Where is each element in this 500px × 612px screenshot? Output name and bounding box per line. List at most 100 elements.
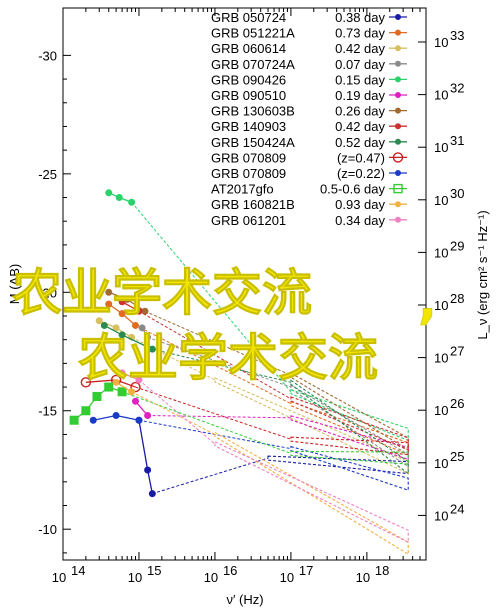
series-extrapolation <box>121 391 292 454</box>
x-tick-label-exp: 14 <box>71 563 85 578</box>
legend-marker <box>395 216 401 223</box>
series-xray-bowtie <box>290 445 409 491</box>
plot-frame <box>62 7 427 561</box>
legend-entry-name: GRB 090426 <box>211 72 286 87</box>
series-xray-bowtie <box>290 415 409 461</box>
y-right-tick-label-exp: 30 <box>450 186 464 201</box>
series-xray-bowtie <box>214 441 409 544</box>
x-tick-label: 10 <box>356 570 370 585</box>
x-tick-label-exp: 17 <box>299 563 313 578</box>
y-right-tick-label-exp: 25 <box>450 449 464 464</box>
y-right-tick-label-exp: 33 <box>450 28 464 43</box>
legend-marker <box>395 107 401 114</box>
legend-marker <box>395 92 401 98</box>
series-point <box>118 298 126 306</box>
series-point <box>95 317 103 325</box>
legend-marker <box>395 29 401 36</box>
y-right-tick-label: 10 <box>434 140 448 155</box>
series-point <box>130 381 141 393</box>
legend-entry-label: 0.38 day <box>335 10 385 25</box>
x-tick-label: 10 <box>128 570 142 585</box>
legend-entry-label: 0.5-0.6 day <box>320 182 386 197</box>
x-tick-label: 10 <box>280 570 294 585</box>
legend-entry-name: GRB 070809 <box>211 150 286 165</box>
y-tick-label: -25 <box>38 167 57 182</box>
y-axis-title-right: L_ν (erg cm² s⁻¹ Hz⁻¹) <box>475 210 490 339</box>
legend-entry-name: GRB 061201 <box>211 213 286 228</box>
legend-entry-label: 0.73 day <box>335 26 385 41</box>
legend-entry-label: 0.42 day <box>335 119 385 134</box>
series-point <box>131 397 139 405</box>
legend: GRB 050724 0.38 day GRB 051221A 0.73 day GRB… <box>211 10 407 228</box>
series-point <box>115 194 123 202</box>
series-point <box>69 415 79 425</box>
legend-marker <box>395 14 401 20</box>
overlay-text-line1: 农业学术交流 <box>12 264 312 322</box>
series-extrapolation <box>131 391 216 435</box>
series-extrapolation <box>138 379 216 445</box>
x-axis-title: ν′ (Hz) <box>226 592 263 607</box>
y-right-tick-label: 10 <box>434 403 448 418</box>
legend-entry-label: 0.07 day <box>335 57 385 72</box>
x-tick-label: 10 <box>204 570 218 585</box>
legend-marker <box>392 152 404 163</box>
y-right-tick-label-exp: 32 <box>450 81 464 96</box>
series-point <box>112 324 120 332</box>
series-line <box>138 420 153 494</box>
y-right-tick-label-exp: 27 <box>450 344 464 359</box>
legend-entry-name: GRB 051221A <box>211 26 295 41</box>
watermark-overlay: 农业学术交流 , 农业学术交流 <box>12 264 438 388</box>
series-point <box>144 466 152 474</box>
y-right-tick-label-exp: 31 <box>450 133 464 148</box>
x-tick-label-exp: 15 <box>147 563 161 578</box>
series-point <box>100 321 108 329</box>
series-extrapolation <box>135 325 292 405</box>
legend-marker <box>395 201 401 208</box>
series-point <box>105 300 113 308</box>
legend-entry-name: GRB 090510 <box>211 88 286 103</box>
series-xray-bowtie <box>290 384 409 468</box>
y-axis-title-left: M (AB) <box>7 264 22 304</box>
series-point <box>118 310 126 318</box>
legend-entry-name: GRB 150424A <box>211 135 295 150</box>
series-extrapolation <box>147 414 291 419</box>
series-point <box>112 378 120 386</box>
series-extrapolation <box>144 310 292 376</box>
series-extrapolation <box>135 386 292 440</box>
legend-entry-name: GRB 160821B <box>211 197 295 212</box>
series-point <box>105 288 113 296</box>
legend-entry-name: GRB 050724 <box>211 10 286 25</box>
series-xray-bowtie <box>267 455 409 475</box>
series-extrapolation <box>152 457 269 495</box>
legend-entry-name: GRB 070724A <box>211 57 295 72</box>
y-right-tick-label-exp: 29 <box>450 238 464 253</box>
legend-entry-label: 0.19 day <box>335 88 385 103</box>
legend-marker <box>395 60 401 67</box>
legend-entry-name: GRB 130603B <box>211 104 295 119</box>
legend-entry-label: (z=0.22) <box>337 166 385 181</box>
x-tick-label: 10 <box>52 570 66 585</box>
legend-entry-name: GRB 070809 <box>211 166 286 181</box>
series-point <box>138 324 146 332</box>
series-point <box>105 189 113 197</box>
legend-marker <box>395 76 401 83</box>
series-extrapolation <box>131 336 216 381</box>
y-tick-label: -30 <box>38 48 57 63</box>
series-extrapolation <box>147 336 292 388</box>
y-right-tick-label: 10 <box>434 35 448 50</box>
y-tick-label: -15 <box>38 404 57 419</box>
legend-entry-label: (z=0.47) <box>337 150 385 165</box>
series-point <box>104 382 114 392</box>
legend-entry-name: GRB 060614 <box>211 41 286 56</box>
series-point <box>80 377 92 388</box>
overlay-text-comma: , <box>418 272 437 330</box>
y-right-tick-label: 10 <box>434 456 448 471</box>
legend-marker <box>395 170 401 176</box>
y-tick-label: -10 <box>38 522 57 537</box>
series-point <box>92 392 102 402</box>
legend-marker <box>395 123 401 130</box>
legend-entry-label: 0.52 day <box>335 135 385 150</box>
y-right-tick-label: 10 <box>434 351 448 366</box>
